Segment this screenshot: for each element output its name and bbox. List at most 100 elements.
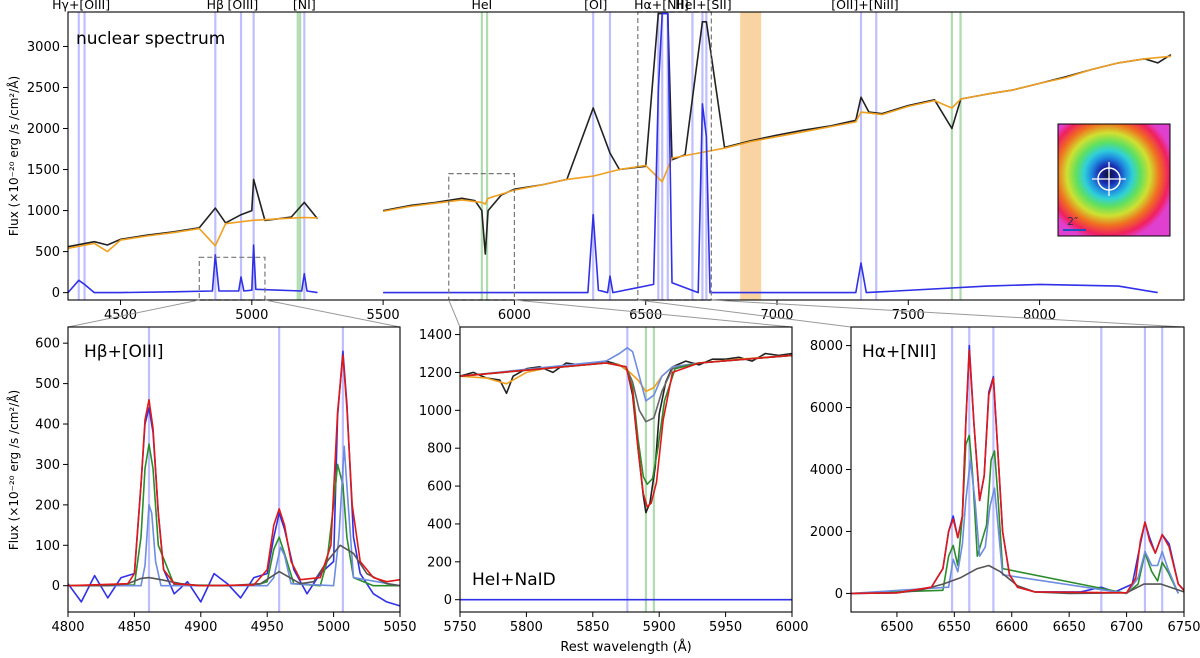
hei-spectrum-lines xyxy=(459,347,793,601)
hbeta-series-1 xyxy=(67,443,400,587)
zoom-box-2 xyxy=(637,11,712,301)
halpha-spectrum-lines xyxy=(850,344,1185,595)
hei-series-3 xyxy=(459,354,793,423)
x-axis-label: Rest wavelength (Å) xyxy=(560,639,691,655)
hbeta-x-tick-label: 4950 xyxy=(251,620,284,635)
halpha-y-tick-label: 0 xyxy=(835,587,843,602)
hbeta-plot-frame xyxy=(67,326,401,613)
scale-bar-label: 2″ xyxy=(1067,215,1078,228)
halpha-x-tick-label: 6500 xyxy=(880,620,913,635)
main-y-axis-label: Flux (×10⁻²⁰ erg /s /cm²/Å) xyxy=(6,76,21,236)
main-series-0 xyxy=(67,12,1172,255)
halpha-y-tick-label: 6000 xyxy=(810,401,843,416)
hei-axis-ticks: 5750 5800 5850 5900 5950 6000 0 200 400 600 800 100… xyxy=(419,328,809,635)
hbeta-y-tick-label: 500 xyxy=(35,377,60,392)
hbeta-y-tick-label: 100 xyxy=(35,539,60,554)
hei-series-0 xyxy=(459,352,793,514)
connector-left-2 xyxy=(637,299,852,328)
nuclear-spectrum-panel: nuclear spectrum 4500 5000 5500 6000 6500 700… xyxy=(6,0,1185,323)
hbeta-x-tick-label: 4900 xyxy=(184,620,217,635)
hbeta-panel-title: Hβ+[OIII] xyxy=(84,342,164,362)
halpha-y-tick-label: 8000 xyxy=(810,339,843,354)
halpha-nii-panel: Hα+[NII] 6500 6550 6600 6650 6700 6750 0 2000 40… xyxy=(810,326,1200,635)
hbeta-series-4 xyxy=(67,354,401,587)
hei-y-tick-label: 400 xyxy=(427,517,452,532)
halpha-plot-frame xyxy=(850,326,1185,613)
main-y-tick-label: 2000 xyxy=(27,122,60,137)
main-plot-frame xyxy=(67,11,1185,301)
line-id-labels: Hγ+[OIII] Hβ [OIII] [NI] HeI [OI] Hα+[NII]HeI+… xyxy=(52,0,898,12)
main-series-1 xyxy=(67,55,1171,253)
hbeta-oiii-panel: Hβ+[OIII] 4800 4850 4900 4950 5000 5050 0 100 20… xyxy=(6,326,417,635)
connector-left-0 xyxy=(67,299,200,328)
telluric-band xyxy=(740,12,762,300)
galaxy-inset-image: 2″ xyxy=(1057,123,1171,237)
hei-panel-title: HeI+NaID xyxy=(472,570,556,590)
halpha-x-tick-label: 6600 xyxy=(995,620,1028,635)
hbeta-x-tick-label: 4850 xyxy=(118,620,151,635)
main-y-tick-label: 2500 xyxy=(27,81,60,96)
hbeta-series-2 xyxy=(68,445,401,587)
halpha-x-tick-label: 6750 xyxy=(1167,620,1200,635)
hei-y-tick-label: 200 xyxy=(427,555,452,570)
main-x-tick-label: 6000 xyxy=(498,308,531,323)
main-y-tick-label: 1000 xyxy=(27,204,60,219)
main-x-tick-label: 7000 xyxy=(760,308,793,323)
hei-series-5 xyxy=(459,354,793,508)
halpha-axis-ticks: 6500 6550 6600 6650 6700 6750 0 2000 4000 6000 800… xyxy=(810,339,1200,635)
main-x-tick-label: 5500 xyxy=(367,308,400,323)
hbeta-x-tick-label: 4800 xyxy=(51,620,84,635)
line-id-label: [OIII] xyxy=(228,0,259,12)
hbeta-series-3 xyxy=(68,544,401,587)
hei-x-tick-label: 5800 xyxy=(510,620,543,635)
hei-plot-frame xyxy=(459,326,793,613)
hei-x-tick-label: 5850 xyxy=(576,620,609,635)
hei-y-tick-label: 1400 xyxy=(419,328,452,343)
hbeta-y-axis-label: Flux (×10⁻²⁰ erg /s /cm²/Å) xyxy=(6,390,21,550)
line-id-label: Hβ xyxy=(207,0,224,12)
main-series-2 xyxy=(67,12,1158,294)
hei-x-tick-label: 5950 xyxy=(709,620,742,635)
hei-x-tick-label: 5750 xyxy=(443,620,476,635)
halpha-y-tick-label: 4000 xyxy=(810,463,843,478)
zoom-region-boxes xyxy=(198,11,712,301)
hbeta-spectrum-lines xyxy=(67,350,401,607)
zoom-connector-lines xyxy=(67,299,1185,328)
halpha-panel-title: Hα+[NII] xyxy=(862,342,936,362)
halpha-x-tick-label: 6700 xyxy=(1110,620,1143,635)
hei-series-4 xyxy=(459,354,793,485)
halpha-series-1 xyxy=(850,434,1180,595)
main-x-tick-label: 8000 xyxy=(1023,308,1056,323)
hbeta-axis-ticks: 4800 4850 4900 4950 5000 5050 0 100 200 300 400 500… xyxy=(35,337,416,635)
main-x-tick-label: 6500 xyxy=(629,308,662,323)
connector-left-1 xyxy=(448,299,461,328)
halpha-x-tick-label: 6550 xyxy=(938,620,971,635)
hei-y-tick-label: 1200 xyxy=(419,366,452,381)
hbeta-y-tick-label: 400 xyxy=(35,418,60,433)
main-y-tick-label: 0 xyxy=(52,286,60,301)
hei-y-tick-label: 600 xyxy=(427,480,452,495)
hei-y-tick-label: 800 xyxy=(427,442,452,457)
hei-y-tick-label: 0 xyxy=(444,593,452,608)
halpha-y-tick-label: 2000 xyxy=(810,525,843,540)
hei-series-2 xyxy=(459,347,793,402)
hei-naid-panel: HeI+NaID 5750 5800 5850 5900 5950 6000 0 200 400… xyxy=(419,326,809,655)
line-id-label: Hα+[NII] xyxy=(634,0,689,12)
main-x-tick-label: 4500 xyxy=(104,308,137,323)
main-axis-ticks: 4500 5000 5500 6000 6500 7000 7500 800005001000… xyxy=(27,40,1056,323)
halpha-series-2 xyxy=(850,459,1180,595)
hei-x-tick-label: 5900 xyxy=(643,620,676,635)
main-x-tick-label: 5000 xyxy=(235,308,268,323)
connector-right-2 xyxy=(711,299,1185,328)
main-panel-title: nuclear spectrum xyxy=(76,29,225,49)
hbeta-y-tick-label: 200 xyxy=(35,498,60,513)
halpha-x-tick-label: 6650 xyxy=(1053,620,1086,635)
zoom-box-0 xyxy=(198,256,266,301)
main-reference-lines xyxy=(77,12,962,300)
hbeta-x-tick-label: 5050 xyxy=(383,620,416,635)
hbeta-y-tick-label: 600 xyxy=(35,337,60,352)
main-y-tick-label: 1500 xyxy=(27,163,60,178)
line-id-label: [OII]+[NiII] xyxy=(831,0,898,12)
main-y-tick-label: 3000 xyxy=(27,40,60,55)
